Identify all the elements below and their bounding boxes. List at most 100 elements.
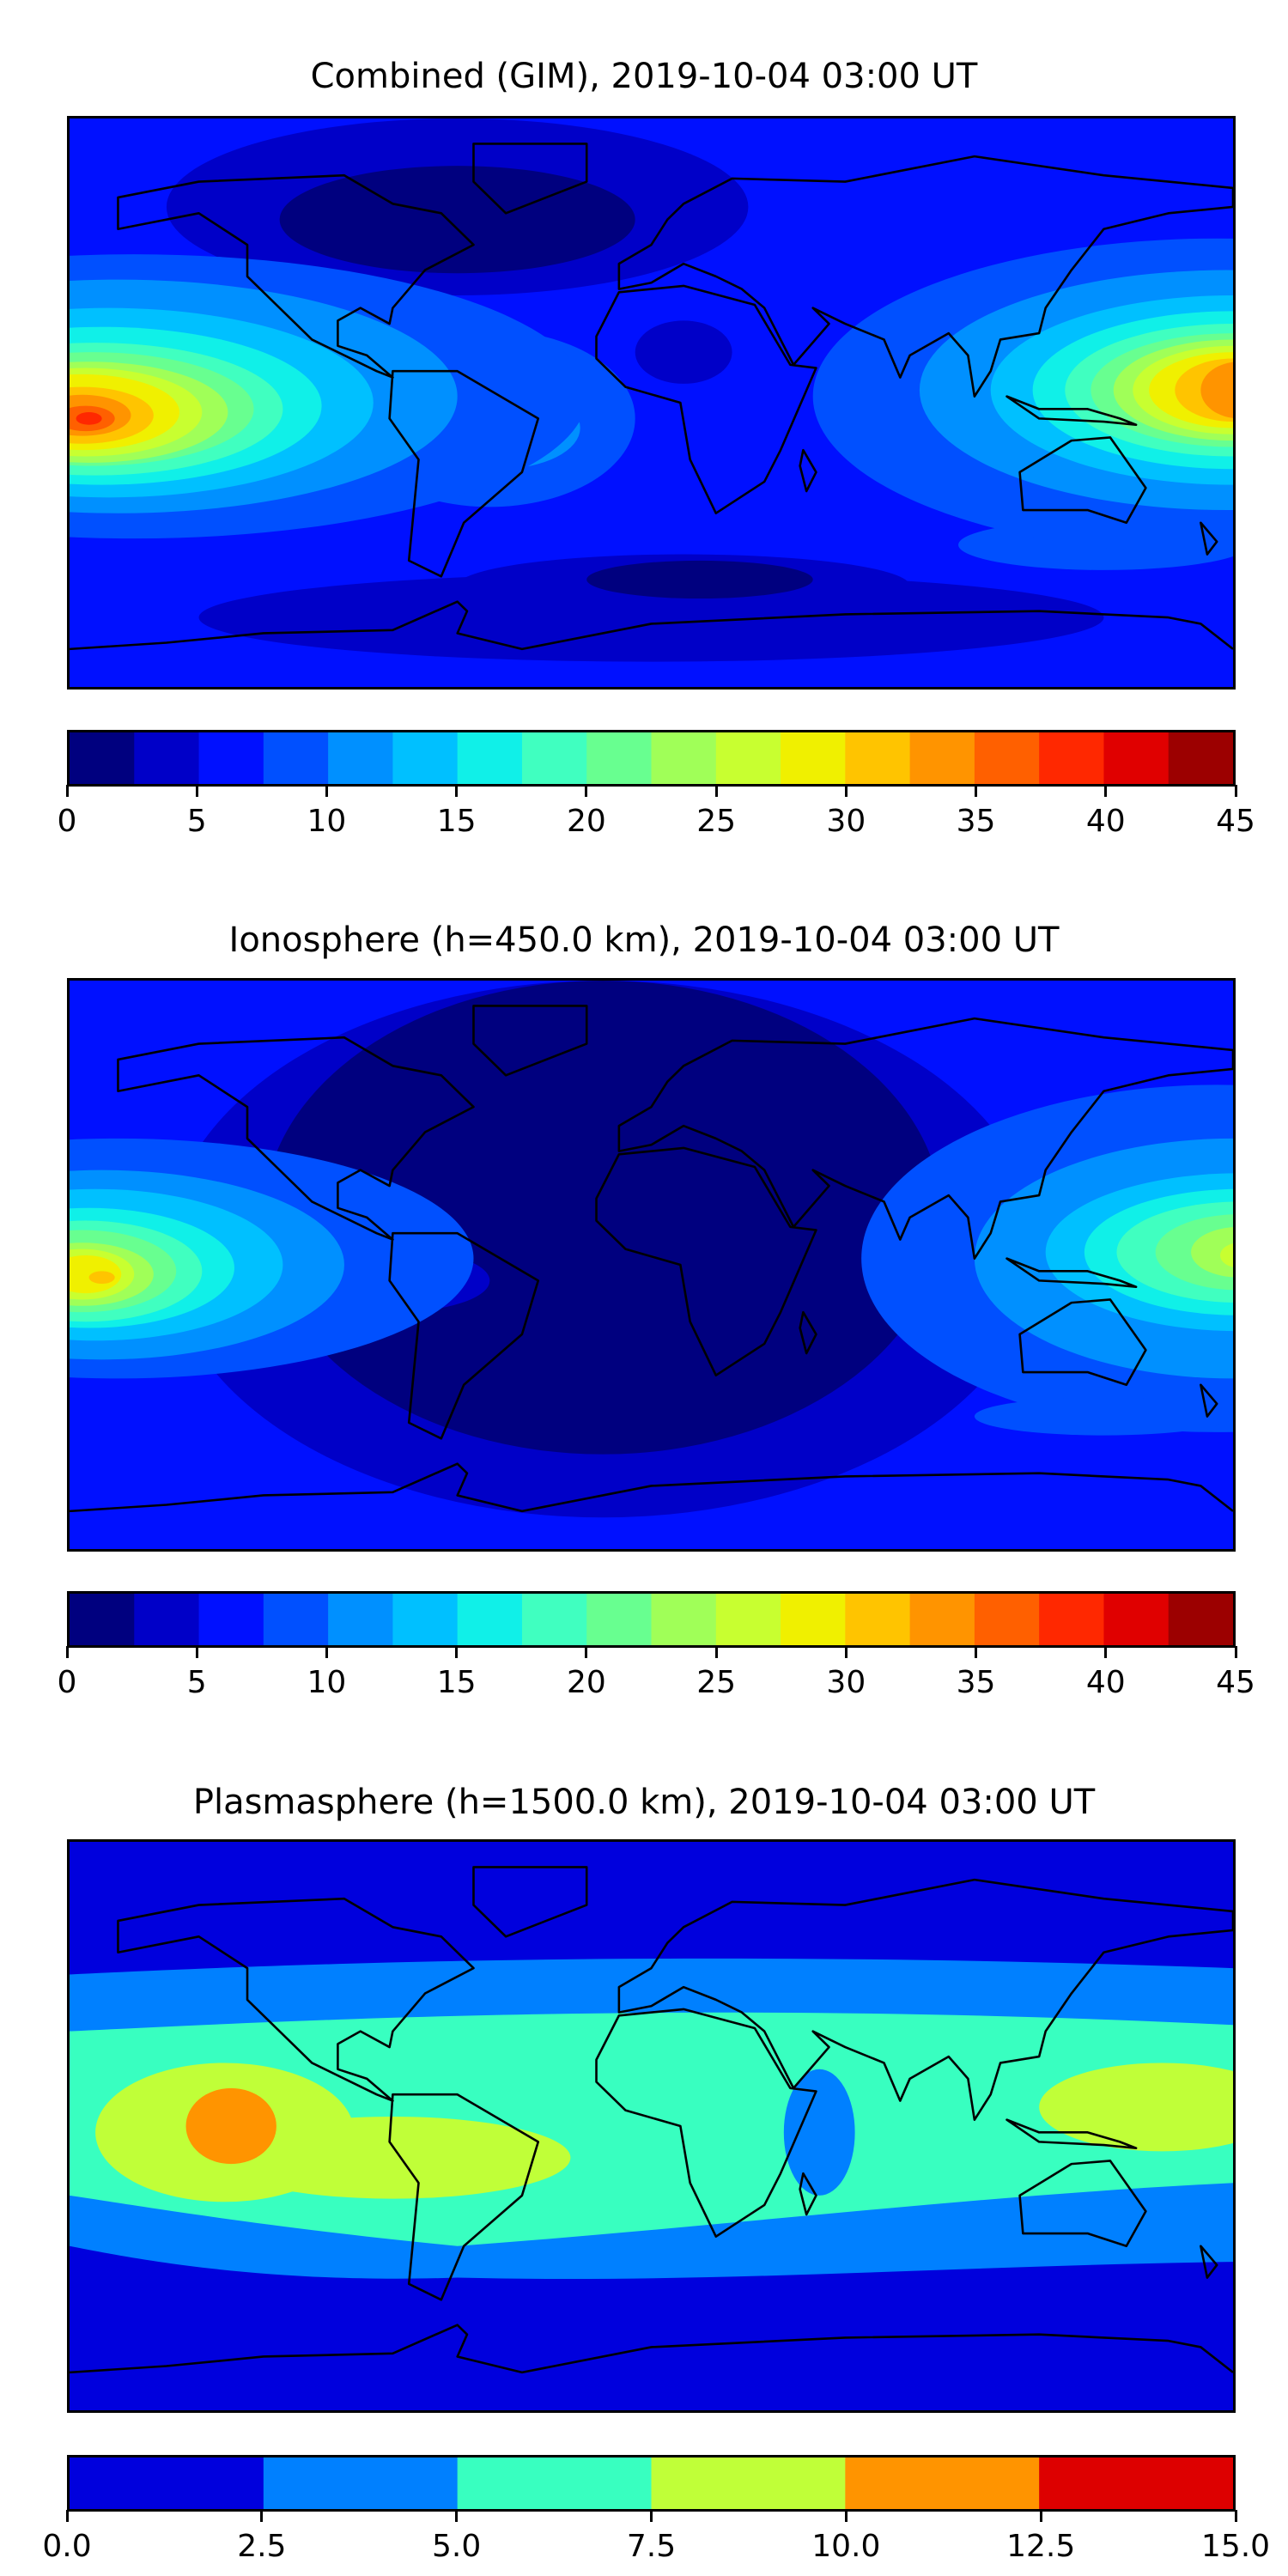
colorbar-tick <box>585 785 588 797</box>
map-combined <box>67 116 1236 690</box>
colorbar-segment <box>845 732 911 784</box>
field-contour <box>586 560 813 599</box>
colorbar-segment <box>263 1594 329 1645</box>
colorbar-tick <box>325 1646 328 1658</box>
colorbar-segment <box>198 732 264 784</box>
colorbar-segment <box>392 1594 459 1645</box>
field-contour <box>1039 2063 1233 2152</box>
colorbar-tick <box>1104 785 1108 797</box>
colorbar-segment <box>651 2458 847 2509</box>
colorbar-segment <box>1168 732 1233 784</box>
colorbar-tick <box>1039 2510 1042 2522</box>
field-contour <box>215 2116 571 2199</box>
colorbar-tick-label: 5 <box>186 1665 207 1700</box>
colorbar-tick-label: 0 <box>57 1665 77 1700</box>
colorbar-tick <box>714 785 718 797</box>
panel-title-combined: Combined (GIM), 2019-10-04 03:00 UT <box>310 57 978 96</box>
colorbar-tick-label: 40 <box>1085 1665 1126 1700</box>
colorbar-tick <box>65 2510 69 2522</box>
colorbar-tick <box>585 1646 588 1658</box>
colorbar-tick-label: 12.5 <box>1006 2529 1076 2564</box>
colorbar-tick-label: 5.0 <box>432 2529 482 2564</box>
colorbar-tick <box>195 785 198 797</box>
colorbar-tick <box>1234 1646 1237 1658</box>
colorbar-tick <box>714 1646 718 1658</box>
colorbar-tick-label: 10.0 <box>811 2529 881 2564</box>
colorbar-segment <box>1103 732 1170 784</box>
colorbar-ionosphere <box>67 1591 1236 1648</box>
colorbar-tick-label: 7.5 <box>626 2529 677 2564</box>
colorbar-segment <box>1039 1594 1105 1645</box>
colorbar-segment <box>392 732 459 784</box>
colorbar-segment <box>328 732 394 784</box>
colorbar-segment <box>70 732 135 784</box>
map-plasmasphere <box>67 1839 1236 2413</box>
field-contour <box>88 1271 115 1285</box>
colorbar-tick-label: 15 <box>436 804 477 839</box>
colorbar-segment <box>134 732 200 784</box>
colorbar-tick <box>1234 785 1237 797</box>
colorbar-segment <box>586 732 653 784</box>
colorbar-tick-label: 30 <box>826 804 866 839</box>
colorbar-tick <box>65 785 69 797</box>
colorbar-tick-label: 5 <box>186 804 207 839</box>
colorbar-tick <box>455 1646 459 1658</box>
colorbar-tick <box>455 785 459 797</box>
field-contour <box>1200 361 1233 418</box>
colorbar-tick <box>195 1646 198 1658</box>
colorbar-tick-label: 35 <box>956 1665 996 1700</box>
colorbar-segment <box>715 1594 781 1645</box>
colorbar-segment <box>198 1594 264 1645</box>
field-contour <box>783 2069 855 2196</box>
colorbar-tick <box>844 785 848 797</box>
colorbar-segment <box>328 1594 394 1645</box>
colorbar-segment <box>263 2458 459 2509</box>
colorbar-tick-label: 10 <box>307 1665 347 1700</box>
field-contour <box>1191 1227 1233 1278</box>
field-contour <box>635 320 732 384</box>
colorbar-tick-label: 35 <box>956 804 996 839</box>
colorbar-ticks-ionosphere: 0 5 10 15 20 25 30 35 40 45 <box>58 1646 1255 1700</box>
colorbar-segment <box>70 2458 264 2509</box>
colorbar-segment <box>1039 2458 1233 2509</box>
colorbar-tick-label: 30 <box>826 1665 866 1700</box>
colorbar-segment <box>70 1594 135 1645</box>
colorbar-tick-label: 45 <box>1216 1665 1255 1700</box>
colorbar-tick <box>325 785 328 797</box>
colorbar-plasmasphere <box>67 2455 1236 2512</box>
colorbar-tick-label: 45 <box>1216 804 1255 839</box>
colorbar-segment <box>974 1594 1040 1645</box>
colorbar-tick <box>65 1646 69 1658</box>
colorbar-tick <box>1234 2510 1237 2522</box>
colorbar-segment <box>134 1594 200 1645</box>
panel-title-plasmasphere: Plasmasphere (h=1500.0 km), 2019-10-04 0… <box>192 1783 1096 1822</box>
colorbar-tick <box>844 1646 848 1658</box>
colorbar-tick-label: 0 <box>57 804 77 839</box>
colorbar-tick-label: 0.0 <box>42 2529 92 2564</box>
colorbar-tick-label: 25 <box>696 804 737 839</box>
colorbar-segment <box>845 2458 1040 2509</box>
colorbar-segment <box>651 732 717 784</box>
colorbar-segment <box>586 1594 653 1645</box>
colorbar-segment <box>457 2458 653 2509</box>
colorbar-tick-label: 40 <box>1085 804 1126 839</box>
colorbar-tick <box>844 2510 848 2522</box>
colorbar-segment <box>521 1594 587 1645</box>
colorbar-segment <box>974 732 1040 784</box>
colorbar-segment <box>909 1594 975 1645</box>
colorbar-segment <box>651 1594 717 1645</box>
colorbar-segment <box>1103 1594 1170 1645</box>
colorbar-segment <box>781 732 847 784</box>
colorbar-tick-label: 10 <box>307 804 347 839</box>
colorbar-ticks-plasmasphere: 0.0 2.5 5.0 7.5 10.0 12.5 15.0 <box>42 2510 1270 2564</box>
colorbar-tick-label: 15.0 <box>1200 2529 1271 2564</box>
colorbar-tick <box>260 2510 264 2522</box>
colorbar-segment <box>781 1594 847 1645</box>
colorbar-tick <box>455 2510 459 2522</box>
colorbar-segment <box>909 732 975 784</box>
colorbar-segment <box>263 732 329 784</box>
colorbar-tick-label: 25 <box>696 1665 737 1700</box>
map-ionosphere <box>67 978 1236 1552</box>
colorbar-segment <box>845 1594 911 1645</box>
field-contour <box>76 412 102 425</box>
